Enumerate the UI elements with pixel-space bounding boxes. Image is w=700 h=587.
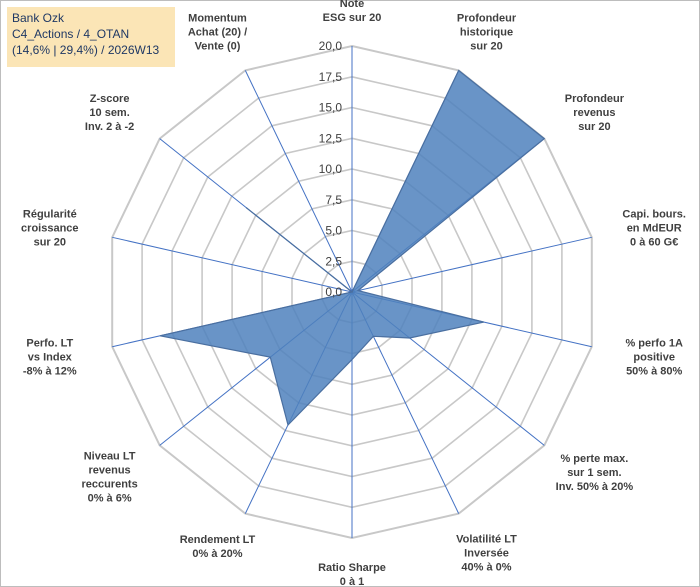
axis-label-line: Profondeur (565, 93, 625, 105)
axis-label-line: ESG sur 20 (323, 12, 382, 24)
axis-label: Note ESG sur 20 (323, 0, 382, 24)
tick-label: 5,0 (325, 224, 342, 238)
axis-label: Profondeur historique sur 20 (457, 13, 517, 53)
axis-label: Profondeur revenus sur 20 (565, 93, 625, 133)
axis-label-line: sur 1 sem. (567, 467, 621, 479)
axis-label: Momentum Achat (20) / Vente (0) (188, 13, 247, 53)
axis-label: Volatilité LT Inversée 40% à 0% (456, 533, 517, 573)
axis-label-line: revenus (573, 107, 615, 119)
axis-label: Ratio Sharpe 0 à 1 (318, 562, 386, 587)
axis-label-line: sur 20 (470, 41, 502, 53)
axis-label: Niveau LT revenus reccurents 0% à 6% (81, 451, 137, 505)
axis-label-line: Ratio Sharpe (318, 562, 386, 574)
radar-series (159, 69, 546, 427)
tick-label: 10,0 (319, 162, 343, 176)
axis-label-line: positive (633, 351, 675, 363)
axis-label: Rendement LT 0% à 20% (180, 534, 256, 560)
axis-label-line: historique (460, 27, 513, 39)
axis-label-line: Régularité (23, 209, 77, 221)
tick-label: 7,5 (325, 193, 342, 207)
axis-label-line: 0 à 1 (340, 576, 364, 587)
axis-label-line: Rendement LT (180, 534, 256, 546)
axis-label-line: en MdEUR (627, 223, 682, 235)
axis-label: % perte max. sur 1 sem. Inv. 50% à 20% (556, 453, 634, 493)
axis-label: Z-score 10 sem. Inv. 2 à -2 (85, 93, 134, 133)
axis-label-line: % perte max. (560, 453, 628, 465)
axis-spoke (112, 236, 353, 293)
tick-label: 15,0 (319, 101, 343, 115)
axis-label-line: -8% à 12% (23, 365, 77, 377)
info-box: Bank Ozk C4_Actions / 4_OTAN (14,6% | 29… (7, 7, 175, 67)
axis-label-line: % perfo 1A (625, 337, 683, 349)
axis-label-line: Note (340, 0, 364, 10)
tick-label: 20,0 (319, 39, 343, 53)
axis-label-line: Niveau LT (84, 451, 136, 463)
axis-label-line: 0% à 6% (88, 493, 132, 505)
tick-label: 2,5 (325, 254, 342, 268)
axis-label-line: revenus (88, 465, 130, 477)
axis-spoke (244, 70, 353, 293)
info-title: Bank Ozk (12, 11, 65, 25)
axis-label-line: Inv. 2 à -2 (85, 121, 134, 133)
axis-spoke (351, 236, 592, 293)
axis-label: % perfo 1A positive 50% à 80% (625, 337, 683, 377)
axis-label-line: 0 à 60 G€ (630, 237, 678, 249)
axis-label-line: Perfo. LT (26, 337, 73, 349)
axis-label: Capi. bours. en MdEUR 0 à 60 G€ (622, 209, 686, 249)
axis-label-line: 50% à 80% (626, 365, 682, 377)
radial-tick-labels: 0,0 2,5 5,0 7,5 10,0 12,5 15,0 17,5 20,0 (319, 39, 343, 299)
axis-label-line: Inversée (464, 547, 509, 559)
tick-label: 0,0 (325, 285, 342, 299)
axis-label-line: vs Index (28, 351, 73, 363)
axis-label-line: sur 20 (34, 237, 66, 249)
axis-label-line: Volatilité LT (456, 533, 517, 545)
axis-label-line: Capi. bours. (622, 209, 686, 221)
tick-label: 12,5 (319, 131, 343, 145)
axis-label-line: 10 sem. (89, 107, 129, 119)
axis-label-line: Achat (20) / (188, 27, 247, 39)
axis-label-line: Profondeur (457, 13, 517, 25)
axis-label: Perfo. LT vs Index -8% à 12% (23, 337, 77, 377)
axis-label-line: Vente (0) (195, 41, 241, 53)
info-stats: (14,6% | 29,4%) / 2026W13 (12, 43, 160, 57)
axis-labels: Note ESG sur 20 Profondeur historique sur 20… (21, 0, 686, 587)
axis-label-line: croissance (21, 223, 78, 235)
axis-label-line: Momentum (188, 13, 247, 25)
axis-label-line: Z-score (90, 93, 130, 105)
axis-label-line: reccurents (81, 479, 137, 491)
axis-label-line: 0% à 20% (192, 548, 242, 560)
axis-label-line: Inv. 50% à 20% (556, 481, 634, 493)
axis-label: Régularité croissance sur 20 (21, 209, 78, 249)
axis-label-line: sur 20 (578, 121, 610, 133)
series-area (159, 69, 546, 427)
axis-label-line: 40% à 0% (461, 561, 511, 573)
info-category: C4_Actions / 4_OTAN (12, 27, 130, 41)
tick-label: 17,5 (319, 70, 343, 84)
